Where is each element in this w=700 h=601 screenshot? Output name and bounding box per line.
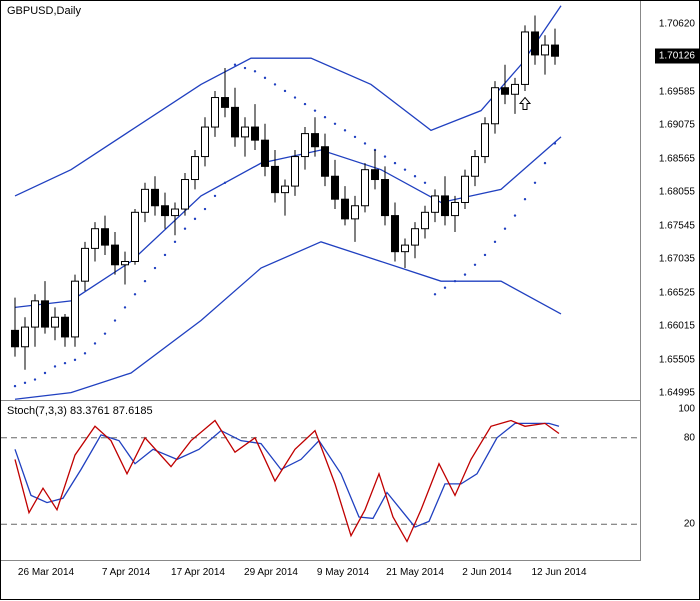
price-y-axis: 1.64995 1.65505 1.66015 1.66525 1.67035 1.675…: [639, 1, 699, 401]
price-y-tick: 1.68565: [659, 153, 695, 164]
indicator-panel: Stoch(7,3,3) 83.3761 87.6185: [1, 401, 641, 561]
time-x-tick: 7 Apr 2014: [102, 567, 150, 578]
price-y-tick: 1.70620: [659, 19, 695, 30]
price-y-tick: 1.64995: [659, 388, 695, 399]
price-y-tick: 1.69075: [659, 120, 695, 131]
current-price-label: 1.70126: [655, 49, 699, 64]
price-y-tick: 1.65505: [659, 354, 695, 365]
price-chart-svg: [1, 1, 641, 401]
time-x-tick: 12 Jun 2014: [531, 567, 586, 578]
chart-title: GBPUSD,Daily: [7, 5, 81, 17]
time-x-axis: 26 Mar 2014 7 Apr 2014 17 Apr 2014 29 Apr 2…: [1, 561, 641, 601]
indicator-y-tick: 100: [678, 404, 695, 415]
price-y-tick: 1.67035: [659, 254, 695, 265]
time-x-tick: 2 Jun 2014: [462, 567, 512, 578]
time-x-tick: 26 Mar 2014: [18, 567, 74, 578]
time-x-tick: 29 Apr 2014: [244, 567, 298, 578]
indicator-title: Stoch(7,3,3) 83.3761 87.6185: [7, 405, 153, 417]
time-x-tick: 17 Apr 2014: [171, 567, 225, 578]
indicator-y-axis: 20 80 100: [639, 401, 699, 561]
price-y-tick: 1.69585: [659, 86, 695, 97]
price-y-tick: 1.66525: [659, 287, 695, 298]
indicator-y-tick: 20: [684, 519, 695, 530]
indicator-svg: [1, 401, 641, 561]
price-y-tick: 1.67545: [659, 220, 695, 231]
price-chart-panel: GBPUSD,Daily: [1, 1, 641, 401]
price-y-tick: 1.66015: [659, 321, 695, 332]
indicator-y-tick: 80: [684, 432, 695, 443]
time-x-tick: 21 May 2014: [386, 567, 444, 578]
time-x-tick: 9 May 2014: [317, 567, 369, 578]
price-y-tick: 1.68055: [659, 187, 695, 198]
